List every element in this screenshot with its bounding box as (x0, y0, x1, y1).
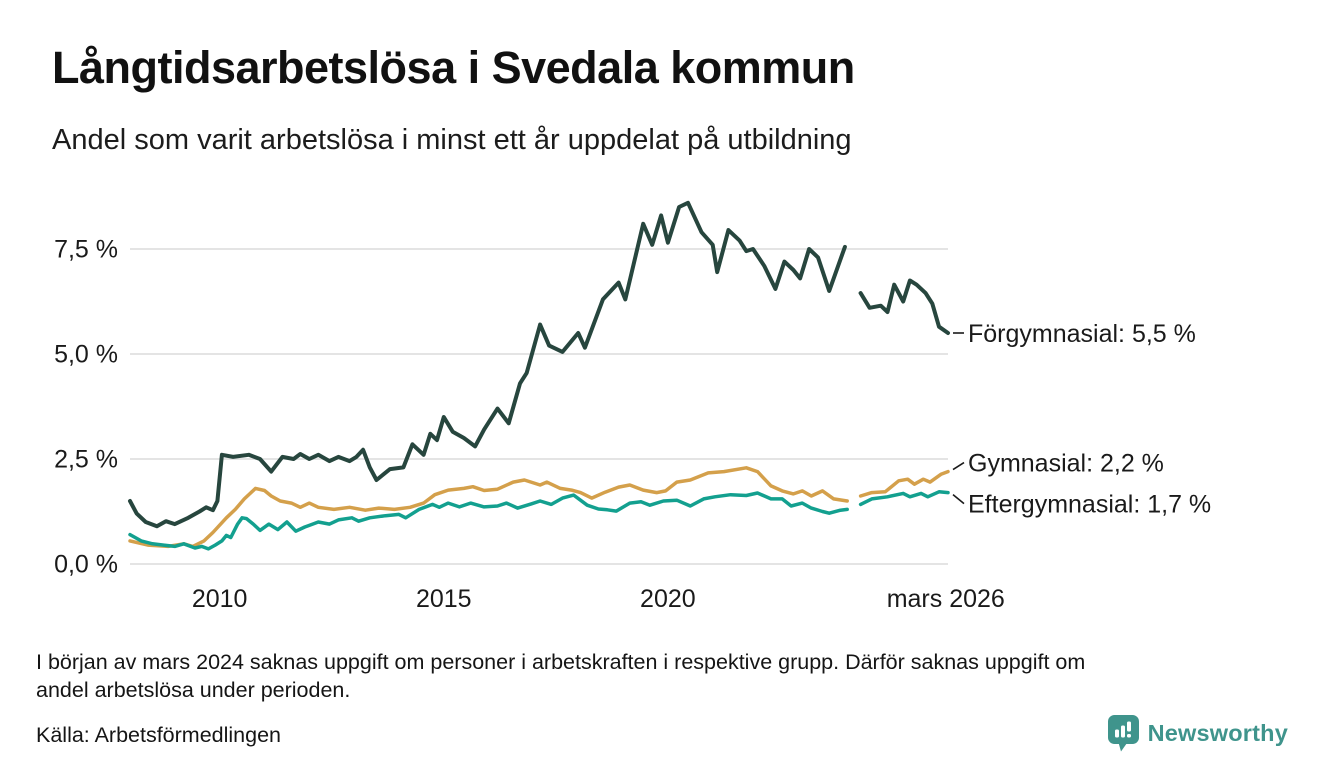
y-tick-label: 0,0 % (54, 551, 118, 579)
source-note: Källa: Arbetsförmedlingen (36, 723, 282, 747)
y-tick-label: 7,5 % (54, 236, 118, 264)
series-line-forgymnasial (858, 278, 950, 335)
line-chart: 0,0 % 2,5 % 5,0 % 7,5 % 2010 2015 2020 mars 202… (54, 200, 1211, 613)
footnote-line: I början av mars 2024 saknas uppgift om … (36, 650, 1086, 674)
x-tick-label: 2015 (416, 585, 472, 613)
x-tick-label: mars 2026 (887, 585, 1005, 613)
x-tick-label: 2010 (192, 585, 248, 613)
series-label-forgymnasial: Förgymnasial: 5,5 % (968, 320, 1196, 348)
series-line-gymnasial (128, 466, 849, 549)
series-line-eftergymnasial (858, 490, 950, 507)
series-line-forgymnasial (128, 200, 847, 529)
footnote: I början av mars 2024 saknas uppgift om … (36, 648, 1306, 704)
footnote-line: andel arbetslösa under perioden. (36, 678, 351, 702)
y-tick-label: 2,5 % (54, 446, 118, 474)
series-label-gymnasial: Gymnasial: 2,2 % (968, 450, 1164, 478)
series-line-gymnasial (858, 469, 950, 498)
series-label-eftergymnasial: Eftergymnasial: 1,7 % (968, 491, 1211, 519)
chart-subtitle: Andel som varit arbetslösa i minst ett å… (52, 124, 852, 156)
y-tick-label: 5,0 % (54, 341, 118, 369)
series-line-eftergymnasial (128, 491, 849, 551)
newsworthy-logo: Newsworthy (1107, 715, 1288, 752)
newsworthy-chart-bubble-icon (1107, 715, 1139, 752)
newsworthy-logo-text: Newsworthy (1147, 720, 1288, 746)
page-title: Långtidsarbetslösa i Svedala kommun (52, 42, 855, 93)
x-tick-label: 2020 (640, 585, 696, 613)
annotation-connector (952, 461, 965, 471)
annotation-connector (952, 493, 965, 505)
